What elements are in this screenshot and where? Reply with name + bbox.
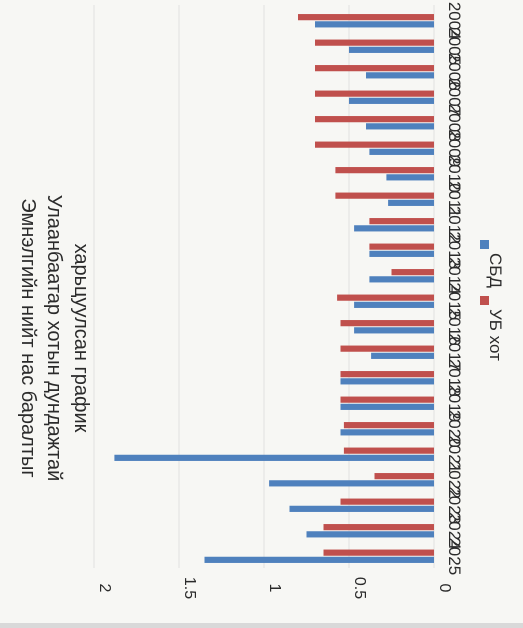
legend-swatch-ub — [480, 296, 489, 305]
category-label-2009: 2009 — [445, 129, 464, 167]
bar-sbd-2014 — [369, 276, 434, 283]
bar-ub-2015 — [337, 294, 434, 301]
legend-swatch-sbd — [480, 240, 489, 249]
category-label-2006: 2006 — [445, 53, 464, 91]
bar-ub-2009 — [315, 141, 434, 148]
bar-sbd-2008 — [366, 123, 434, 130]
bar-sbd-2024 — [306, 531, 434, 538]
bar-ub-2006 — [315, 65, 434, 72]
bar-ub-2019 — [340, 396, 434, 403]
category-label-2017: 2017 — [445, 333, 464, 371]
category-label-2022: 2022 — [445, 461, 464, 499]
bar-ub-2021 — [343, 447, 434, 454]
bar-sbd-2010 — [386, 174, 434, 181]
bar-ub-2014 — [391, 269, 434, 276]
bar-sbd-2005 — [349, 46, 434, 53]
category-label-2023: 2023 — [445, 486, 464, 524]
category-label-2025: 2025 — [445, 537, 464, 575]
value-tick-label: 2 — [96, 584, 113, 593]
category-label-2011: 2011 — [445, 181, 464, 218]
category-label-2016: 2016 — [445, 308, 464, 346]
legend-label-sbd: СБД — [486, 253, 505, 288]
category-label-2007: 2007 — [445, 78, 464, 116]
bar-ub-2008 — [315, 116, 434, 123]
bar-sbd-2009 — [369, 148, 434, 155]
bar-sbd-2004 — [315, 21, 434, 28]
title-line-3: харьцуулсан график — [70, 244, 92, 433]
bar-ub-2005 — [315, 39, 434, 46]
category-label-2014: 2014 — [445, 257, 464, 295]
category-label-2024: 2024 — [445, 512, 464, 550]
category-label-2008: 2008 — [445, 104, 464, 142]
bar-sbd-2006 — [366, 72, 434, 79]
chart-title: Эмнэлгийн нийт нас баралтыг Улаанбаатар х… — [17, 195, 92, 482]
legend: СБД УБ хот — [480, 240, 505, 361]
bar-sbd-2012 — [354, 225, 434, 232]
value-tick-label: 1.5 — [181, 577, 198, 599]
legend-label-ub: УБ хот — [486, 309, 505, 361]
category-label-2019: 2019 — [445, 384, 464, 422]
bars — [114, 14, 435, 563]
bar-ub-2016 — [340, 320, 434, 327]
bar-sbd-2023 — [289, 505, 434, 512]
bar-sbd-2007 — [349, 97, 434, 104]
bar-sbd-2020 — [340, 429, 434, 436]
bar-ub-2010 — [335, 167, 434, 174]
bar-ub-2020 — [343, 422, 434, 429]
bar-sbd-2015 — [354, 301, 434, 308]
title-line-2: Улаанбаатар хотын дундажтай — [43, 195, 65, 482]
category-label-2021: 2021 — [445, 435, 464, 473]
bar-ub-2024 — [323, 524, 434, 531]
bar-sbd-2016 — [354, 327, 434, 334]
category-label-2013: 2013 — [445, 231, 464, 269]
bar-ub-2022 — [374, 473, 434, 480]
bar-ub-2023 — [340, 498, 434, 505]
bar-sbd-2018 — [340, 378, 434, 385]
category-label-2018: 2018 — [445, 359, 464, 397]
category-label-2015: 2015 — [445, 282, 464, 320]
bar-ub-2017 — [340, 345, 434, 352]
bar-sbd-2017 — [371, 352, 434, 359]
category-label-2012: 2012 — [445, 206, 464, 244]
bar-sbd-2025 — [204, 556, 434, 563]
title-line-1: Эмнэлгийн нийт нас баралтыг — [17, 198, 39, 477]
bar-ub-2012 — [369, 218, 434, 225]
category-axis: 2004200520062007200820092010201120122013… — [445, 2, 464, 575]
category-label-2020: 2020 — [445, 410, 464, 448]
bar-ub-2025 — [323, 549, 434, 556]
value-tick-label: 0 — [436, 584, 453, 593]
bar-ub-2011 — [335, 192, 434, 199]
bar-sbd-2021 — [114, 454, 435, 461]
bar-ub-2018 — [340, 371, 434, 378]
category-label-2004: 2004 — [445, 2, 464, 40]
value-axis: 0 0.5 1 1.5 2 — [96, 577, 453, 599]
bar-ub-2013 — [369, 243, 434, 250]
bar-ub-2004 — [298, 14, 434, 21]
category-label-2005: 2005 — [445, 27, 464, 65]
value-tick-label: 0.5 — [351, 577, 368, 599]
bar-sbd-2011 — [388, 199, 434, 206]
value-tick-label: 1 — [266, 584, 283, 593]
bar-sbd-2013 — [369, 250, 434, 257]
bar-ub-2007 — [315, 90, 434, 97]
category-label-2010: 2010 — [445, 155, 464, 193]
bar-sbd-2022 — [269, 480, 434, 487]
bar-sbd-2019 — [340, 403, 434, 410]
